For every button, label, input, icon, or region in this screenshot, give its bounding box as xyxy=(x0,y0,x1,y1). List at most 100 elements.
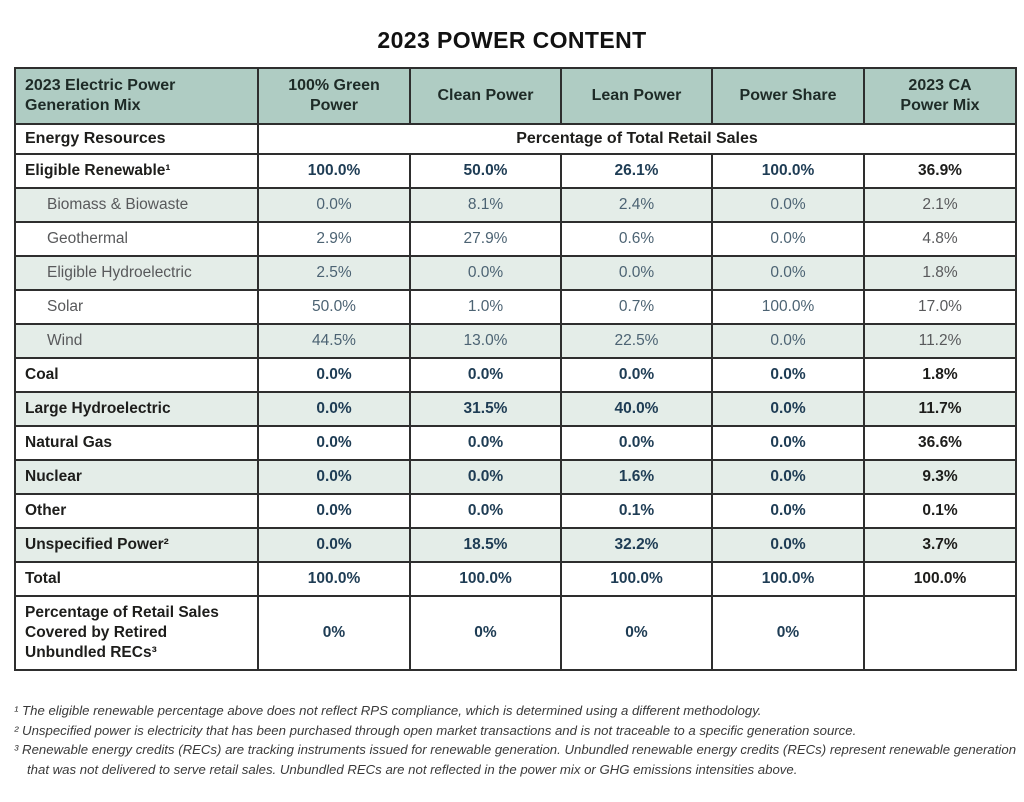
value-cell: 0.0% xyxy=(257,187,411,223)
value-cell: 0.0% xyxy=(257,357,411,393)
footnote: ¹ The eligible renewable percentage abov… xyxy=(14,703,762,718)
header-clean-power: Clean Power xyxy=(409,67,562,125)
row-label: Eligible Renewable¹ xyxy=(14,153,259,189)
percentage-retail-sales-label: Percentage of Total Retail Sales xyxy=(257,123,1017,155)
value-cell: 44.5% xyxy=(257,323,411,359)
value-cell: 0.0% xyxy=(711,391,865,427)
value-cell: 2.9% xyxy=(257,221,411,257)
power-table-body: Eligible Renewable¹ 100.0% 50.0% 26.1% 100.0… xyxy=(14,153,1017,671)
value-cell: 2.5% xyxy=(257,255,411,291)
value-cell: 100.0% xyxy=(711,561,865,597)
value-cell: 0.0% xyxy=(711,323,865,359)
value-cell: 0.0% xyxy=(711,527,865,563)
value-cell: 0.0% xyxy=(409,357,562,393)
row-label: Solar xyxy=(14,289,259,325)
value-cell: 1.6% xyxy=(560,459,713,495)
value-cell: 100.0% xyxy=(257,153,411,189)
row-label: Large Hydroelectric xyxy=(14,391,259,427)
row-label: Natural Gas xyxy=(14,425,259,461)
row-label: Coal xyxy=(14,357,259,393)
value-cell: 32.2% xyxy=(560,527,713,563)
value-cell: 100.0% xyxy=(409,561,562,597)
value-cell: 4.8% xyxy=(863,221,1017,257)
value-cell: 0.0% xyxy=(711,221,865,257)
value-cell: 1.8% xyxy=(863,357,1017,393)
value-cell: 0.6% xyxy=(560,221,713,257)
row-label: Biomass & Biowaste xyxy=(14,187,259,223)
value-cell: 2.1% xyxy=(863,187,1017,223)
table-row: Large Hydroelectric 0.0% 31.5% 40.0% 0.0% 11.… xyxy=(14,391,1017,427)
value-cell: 0.0% xyxy=(257,459,411,495)
value-cell: 0.0% xyxy=(560,425,713,461)
page-title: 2023 POWER CONTENT xyxy=(377,27,647,53)
header-lean-power: Lean Power xyxy=(560,67,713,125)
header-100-green-power: 100% Green Power xyxy=(257,67,411,125)
value-cell: 0.0% xyxy=(560,255,713,291)
value-cell: 9.3% xyxy=(863,459,1017,495)
header-generation-mix: 2023 Electric Power Generation Mix xyxy=(14,67,259,125)
recs-row-label: Percentage of Retail Sales Covered by Re… xyxy=(25,603,219,662)
value-cell: 22.5% xyxy=(560,323,713,359)
value-cell: 50.0% xyxy=(409,153,562,189)
energy-resources-label: Energy Resources xyxy=(14,123,259,155)
value-cell: 0.0% xyxy=(711,459,865,495)
row-label: Percentage of Retail Sales Covered by Re… xyxy=(14,595,259,671)
row-label: Nuclear xyxy=(14,459,259,495)
table-row: Total 100.0% 100.0% 100.0% 100.0% 100.0% xyxy=(14,561,1017,597)
table-header: 2023 Electric Power Generation Mix 100% … xyxy=(14,67,1017,155)
table-row: Eligible Renewable¹ 100.0% 50.0% 26.1% 100.0… xyxy=(14,153,1017,189)
value-cell: 31.5% xyxy=(409,391,562,427)
value-cell: 27.9% xyxy=(409,221,562,257)
value-cell: 26.1% xyxy=(560,153,713,189)
value-cell: 0.1% xyxy=(863,493,1017,529)
value-cell: 0.0% xyxy=(711,357,865,393)
header-ca-power-mix-label: 2023 CA Power Mix xyxy=(900,77,980,114)
value-cell: 0.7% xyxy=(560,289,713,325)
value-cell: 0.0% xyxy=(711,493,865,529)
value-cell: 0.0% xyxy=(409,459,562,495)
row-label: Wind xyxy=(14,323,259,359)
value-cell: 0% xyxy=(560,595,713,671)
value-cell: 0.0% xyxy=(711,425,865,461)
value-cell: 100.0% xyxy=(711,153,865,189)
value-cell: 100.0% xyxy=(711,289,865,325)
table-row: Biomass & Biowaste 0.0% 8.1% 2.4% 0.0% 2.1% xyxy=(14,187,1017,223)
table-row: Nuclear 0.0% 0.0% 1.6% 0.0% 9.3% xyxy=(14,459,1017,495)
power-content-table: 2023 Electric Power Generation Mix 100% … xyxy=(14,67,1017,671)
value-cell: 0.1% xyxy=(560,493,713,529)
value-cell: 11.7% xyxy=(863,391,1017,427)
value-cell: 0.0% xyxy=(409,255,562,291)
value-cell: 0% xyxy=(711,595,865,671)
table-row: Percentage of Retail Sales Covered by Re… xyxy=(14,595,1017,671)
header-100-green-power-label: 100% Green Power xyxy=(288,77,380,114)
subheader-row: Energy Resources Percentage of Total Ret… xyxy=(14,123,1017,155)
value-cell: 2.4% xyxy=(560,187,713,223)
row-label: Geothermal xyxy=(14,221,259,257)
value-cell xyxy=(863,595,1017,671)
value-cell: 36.9% xyxy=(863,153,1017,189)
footnote: ³ Renewable energy credits (RECs) are tr… xyxy=(14,742,1017,777)
value-cell: 0.0% xyxy=(409,425,562,461)
value-cell: 0% xyxy=(409,595,562,671)
row-label: Total xyxy=(14,561,259,597)
value-cell: 100.0% xyxy=(257,561,411,597)
value-cell: 11.2% xyxy=(863,323,1017,359)
table-row: Eligible Hydroelectric 2.5% 0.0% 0.0% 0.0% 1.… xyxy=(14,255,1017,291)
value-cell: 0.0% xyxy=(257,425,411,461)
table-row: Natural Gas 0.0% 0.0% 0.0% 0.0% 36.6% xyxy=(14,425,1017,461)
footnotes: ¹ The eligible renewable percentage abov… xyxy=(14,701,1018,779)
table-row: Coal 0.0% 0.0% 0.0% 0.0% 1.8% xyxy=(14,357,1017,393)
table-row: Geothermal 2.9% 27.9% 0.6% 0.0% 4.8% xyxy=(14,221,1017,257)
value-cell: 17.0% xyxy=(863,289,1017,325)
table-row: Other 0.0% 0.0% 0.1% 0.0% 0.1% xyxy=(14,493,1017,529)
value-cell: 13.0% xyxy=(409,323,562,359)
value-cell: 1.0% xyxy=(409,289,562,325)
value-cell: 40.0% xyxy=(560,391,713,427)
value-cell: 0% xyxy=(257,595,411,671)
row-label: Eligible Hydroelectric xyxy=(14,255,259,291)
value-cell: 1.8% xyxy=(863,255,1017,291)
value-cell: 36.6% xyxy=(863,425,1017,461)
header-ca-power-mix: 2023 CA Power Mix xyxy=(863,67,1017,125)
row-label: Unspecified Power² xyxy=(14,527,259,563)
